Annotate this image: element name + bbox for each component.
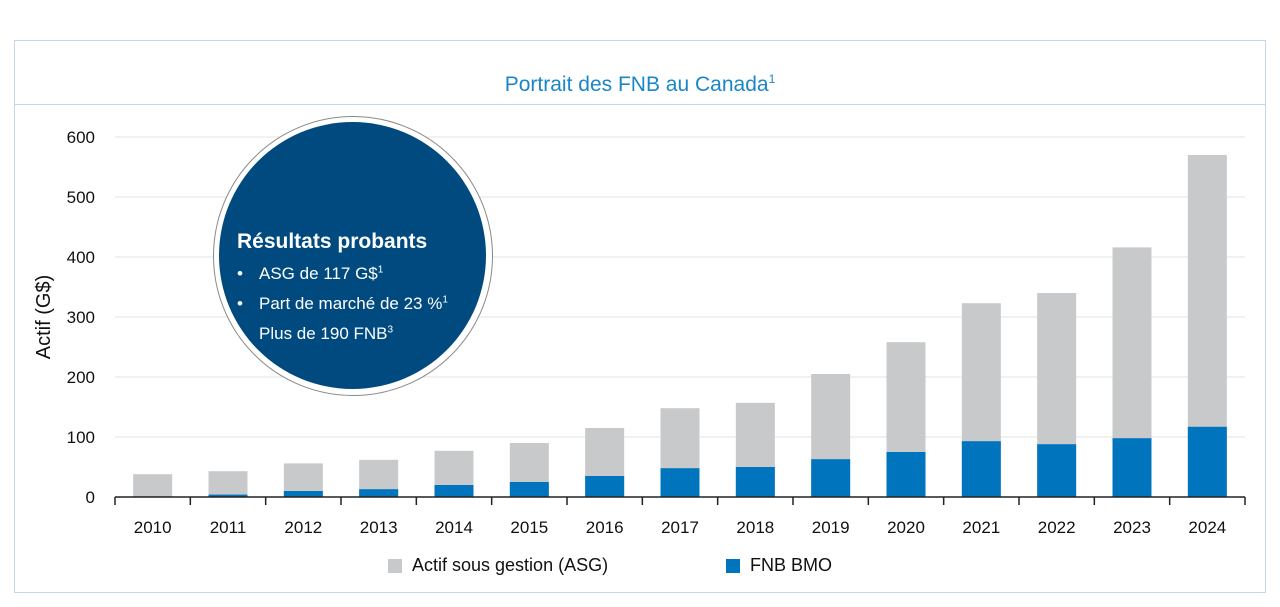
footnote: 3 bbox=[387, 324, 394, 336]
chart-title-text: Portrait des FNB au Canada bbox=[504, 73, 769, 96]
highlight-item-text: Plus de 190 FNB bbox=[259, 324, 388, 343]
highlight-circle-fill: Résultats probants • ASG de 117 G$1 • Part… bbox=[219, 122, 486, 389]
x-tick-label: 2011 bbox=[210, 518, 247, 537]
bar-fnb-bmo-2020 bbox=[886, 452, 926, 497]
bar-fnb-bmo-2018 bbox=[735, 467, 775, 497]
highlight-item-text: Part de marché de 23 % bbox=[259, 294, 443, 313]
bar-fnb-bmo-2011 bbox=[208, 494, 248, 497]
footnote: 1 bbox=[442, 294, 448, 306]
title-footnote: 1 bbox=[768, 72, 776, 86]
bar-fnb-bmo-2015 bbox=[509, 482, 549, 497]
bar-asg-2011 bbox=[208, 471, 248, 497]
bullet-icon: • bbox=[237, 264, 243, 283]
x-tick-label: 2020 bbox=[887, 518, 925, 537]
x-tick-label: 2019 bbox=[812, 518, 850, 537]
y-tick-label: 500 bbox=[67, 188, 95, 207]
x-tick-label: 2022 bbox=[1038, 518, 1076, 537]
x-tick-label: 2016 bbox=[586, 518, 624, 537]
legend-swatch bbox=[726, 558, 740, 573]
y-tick-label: 100 bbox=[67, 428, 95, 447]
bullet-icon: • bbox=[237, 294, 243, 313]
chart-frame: Portrait des FNB au Canada1 bbox=[14, 40, 1266, 593]
bar-fnb-bmo-2022 bbox=[1037, 444, 1077, 497]
y-axis-label: Actif (G$) bbox=[33, 275, 55, 359]
bar-fnb-bmo-2012 bbox=[283, 491, 323, 497]
footnote: 1 bbox=[377, 264, 384, 276]
legend-label: Actif sous gestion (ASG) bbox=[412, 555, 609, 575]
legend-item-asg: Actif sous gestion (ASG) bbox=[388, 555, 608, 576]
bar-fnb-bmo-2024 bbox=[1187, 426, 1227, 497]
x-tick-label: 2018 bbox=[736, 518, 774, 537]
highlight-item: • ASG de 117 G$1 bbox=[237, 264, 383, 284]
x-tick-label: 2012 bbox=[284, 518, 322, 537]
y-tick-label: 400 bbox=[67, 248, 95, 267]
x-tick-label: 2021 bbox=[962, 518, 1000, 537]
x-tick-label: 2013 bbox=[360, 518, 398, 537]
highlight-heading: Résultats probants bbox=[237, 230, 428, 253]
y-tick-label: 0 bbox=[86, 488, 95, 507]
x-tick-label: 2024 bbox=[1188, 518, 1226, 537]
highlight-item-text: ASG de 117 G$ bbox=[259, 264, 378, 283]
bar-fnb-bmo-2013 bbox=[359, 489, 399, 497]
legend-item-fnb-bmo: FNB BMO bbox=[726, 555, 832, 576]
bar-fnb-bmo-2021 bbox=[961, 441, 1001, 497]
x-tick-label: 2014 bbox=[435, 518, 473, 537]
bar-fnb-bmo-2017 bbox=[660, 468, 700, 497]
bar-fnb-bmo-2016 bbox=[585, 476, 625, 497]
x-tick-label: 2015 bbox=[510, 518, 548, 537]
highlight-circle: Résultats probants • ASG de 117 G$1 • Part… bbox=[213, 116, 493, 396]
y-tick-label: 300 bbox=[67, 308, 95, 327]
bar-fnb-bmo-2019 bbox=[811, 459, 851, 497]
legend-label: FNB BMO bbox=[750, 555, 833, 575]
chart-title: Portrait des FNB au Canada1 bbox=[505, 72, 776, 97]
x-tick-label: 2023 bbox=[1113, 518, 1151, 537]
bar-asg-2010 bbox=[133, 474, 173, 497]
title-row: Portrait des FNB au Canada1 bbox=[15, 41, 1265, 105]
highlight-item: • Plus de 190 FNB3 bbox=[237, 324, 393, 344]
x-tick-label: 2017 bbox=[661, 518, 699, 537]
bar-fnb-bmo-2014 bbox=[434, 485, 474, 497]
y-tick-label: 600 bbox=[67, 128, 95, 147]
highlight-item: • Part de marché de 23 %1 bbox=[237, 294, 448, 314]
x-tick-label: 2010 bbox=[134, 518, 172, 537]
bullet-icon: • bbox=[237, 324, 243, 343]
y-tick-label: 200 bbox=[67, 368, 95, 387]
bar-fnb-bmo-2023 bbox=[1112, 438, 1152, 497]
legend-swatch bbox=[388, 558, 402, 573]
